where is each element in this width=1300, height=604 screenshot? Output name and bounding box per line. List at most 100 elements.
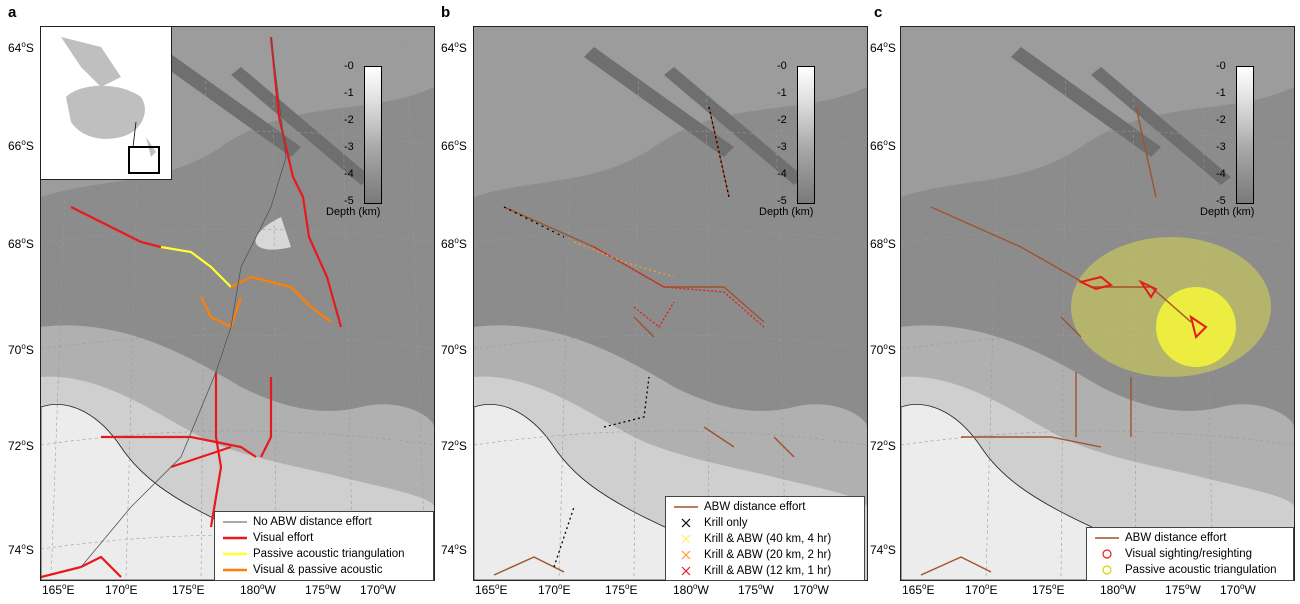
lon-label-175w: 175oW [305,582,341,597]
x-marker [672,547,700,563]
colorbar-tick: -5 [1216,195,1226,207]
lat-label-74: 74oS [870,542,896,557]
legend-item: Krill only [672,515,747,531]
legend-label: Krill & ABW (40 km, 4 hr) [704,533,832,545]
circle-marker [1093,546,1121,562]
legend-item: Krill & ABW (40 km, 4 hr) [672,531,831,547]
panel-c: c [866,0,1295,604]
lon-label-180w: 180oW [673,582,709,597]
colorbar-label: Depth (km) [759,206,814,218]
legend-label: Krill & ABW (12 km, 1 hr) [704,565,832,577]
legend-label: No ABW distance effort [253,516,372,528]
lon-label-175w: 175oW [738,582,774,597]
legend-item: Krill & ABW (12 km, 1 hr) [672,563,831,579]
lat-label-70: 70oS [441,342,467,357]
colorbar-tick: -3 [1216,141,1226,153]
colorbar-tick: -5 [777,195,787,207]
depth-colorbar [1236,66,1254,204]
colorbar-tick: -5 [344,195,354,207]
legend-item: ABW distance effort [1093,530,1226,546]
legend-label: Passive acoustic triangulation [1125,564,1277,576]
lat-label-70: 70oS [8,342,34,357]
legend: No ABW distance effort Visual effort Pas… [214,511,434,581]
lat-label-64: 64oS [8,40,34,55]
colorbar-tick: -4 [1216,168,1226,180]
lat-label-66: 66oS [870,138,896,153]
lat-label-74: 74oS [441,542,467,557]
lon-label-175e: 175oE [1032,582,1065,597]
lon-label-170w: 170oW [793,582,829,597]
lon-label-165e: 165oE [42,582,75,597]
panel-letter: b [441,4,451,21]
lat-label-66: 66oS [8,138,34,153]
line-swatch [221,546,249,562]
line-swatch [672,499,700,515]
x-marker [672,515,700,531]
colorbar-label: Depth (km) [326,206,381,218]
legend-label: ABW distance effort [704,501,806,513]
legend: ABW distance effort Krill only Krill & A… [665,496,865,581]
colorbar-tick: -2 [344,114,354,126]
legend-item: Visual & passive acoustic [221,562,383,578]
lon-label-175e: 175oE [605,582,638,597]
line-swatch [221,514,249,530]
legend-label: Visual & passive acoustic [253,564,383,576]
legend-item: Krill & ABW (20 km, 2 hr) [672,547,831,563]
lon-label-180w: 180oW [1100,582,1136,597]
lat-label-68: 68oS [8,236,34,251]
bathymetry-map [901,27,1294,580]
lon-label-180w: 180oW [240,582,276,597]
lon-label-170e: 170oE [965,582,998,597]
legend-label: ABW distance effort [1125,532,1227,544]
colorbar-tick: -1 [1216,87,1226,99]
lat-label-68: 68oS [870,236,896,251]
legend-label: Passive acoustic triangulation [253,548,405,560]
depth-colorbar [797,66,815,204]
lon-label-170e: 170oE [105,582,138,597]
lon-label-170w: 170oW [360,582,396,597]
legend-item: Passive acoustic triangulation [1093,562,1277,578]
line-swatch [221,530,249,546]
colorbar-tick: -2 [777,114,787,126]
lat-label-64: 64oS [441,40,467,55]
colorbar-tick: -4 [344,168,354,180]
colorbar-tick: -2 [1216,114,1226,126]
colorbar-tick: -4 [777,168,787,180]
panel-letter: c [874,4,883,21]
legend-label: Visual effort [253,532,314,544]
circle-marker [1093,562,1121,578]
legend-item: No ABW distance effort [221,514,372,530]
line-swatch [1093,530,1121,546]
inset-map [41,27,172,180]
legend: ABW distance effort Visual sighting/resi… [1086,527,1294,581]
lon-label-175w: 175oW [1165,582,1201,597]
lat-label-68: 68oS [441,236,467,251]
panel-a: a [0,0,435,604]
lat-label-74: 74oS [8,542,34,557]
legend-label: Krill & ABW (20 km, 2 hr) [704,549,832,561]
lat-label-72: 72oS [441,438,467,453]
colorbar-tick: -0 [1216,60,1226,72]
legend-item: Visual sighting/resighting [1093,546,1252,562]
map-frame [900,26,1295,581]
lon-label-170w: 170oW [1220,582,1256,597]
lat-label-66: 66oS [441,138,467,153]
legend-label: Krill only [704,517,748,529]
lon-label-170e: 170oE [538,582,571,597]
lat-label-70: 70oS [870,342,896,357]
lon-label-165e: 165oE [902,582,935,597]
colorbar-tick: -3 [344,141,354,153]
colorbar-tick: -3 [777,141,787,153]
x-marker [672,563,700,579]
colorbar-tick: -1 [777,87,787,99]
colorbar-tick: -0 [344,60,354,72]
colorbar-tick: -0 [777,60,787,72]
legend-item: Visual effort [221,530,313,546]
line-swatch [221,562,249,578]
panel-b: b [433,0,868,604]
x-marker [672,531,700,547]
lat-label-72: 72oS [8,438,34,453]
lat-label-72: 72oS [870,438,896,453]
lon-label-165e: 165oE [475,582,508,597]
legend-item: Passive acoustic triangulation [221,546,405,562]
